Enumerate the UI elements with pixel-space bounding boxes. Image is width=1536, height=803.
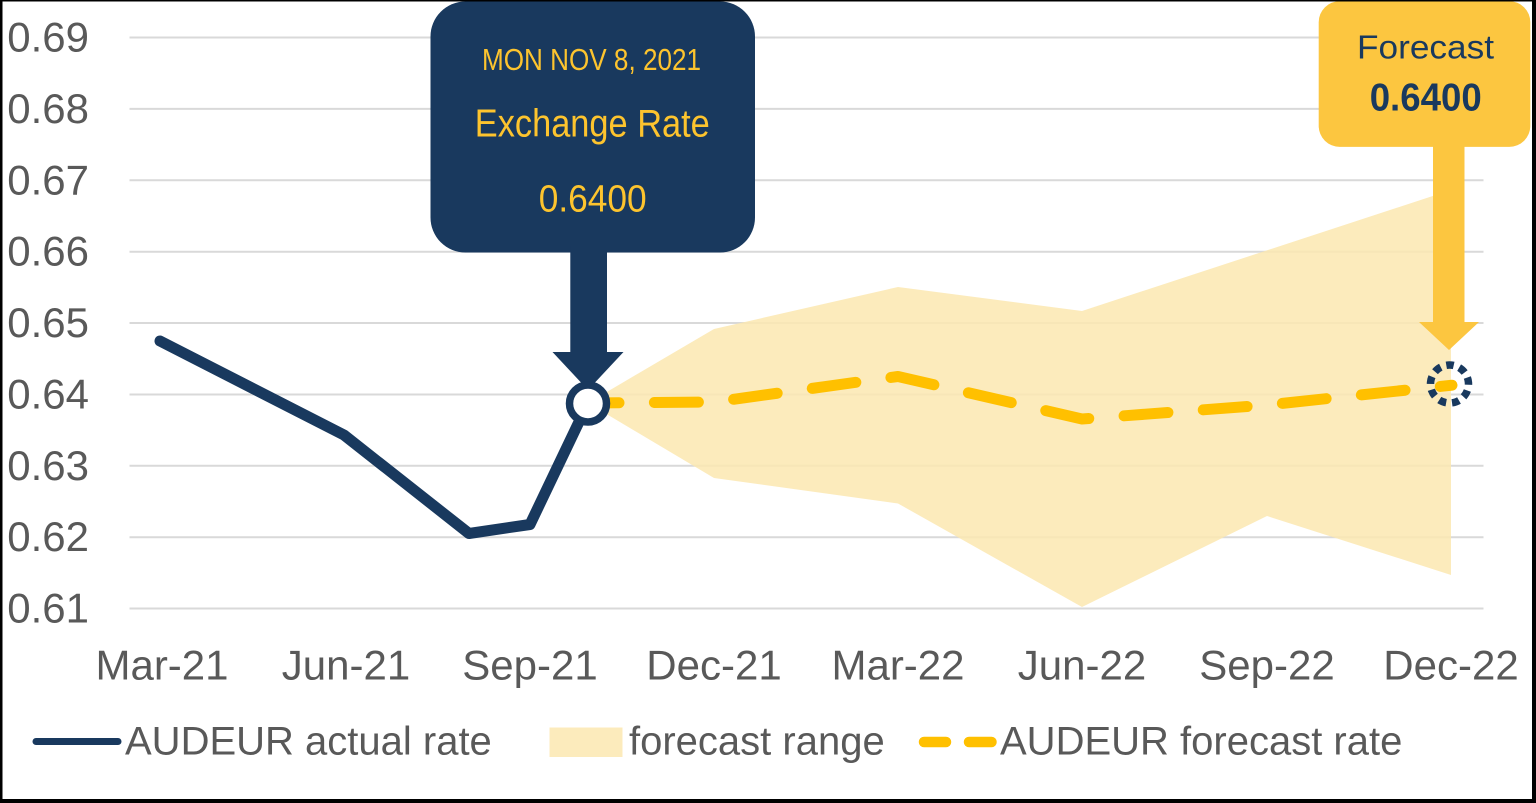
svg-text:AUDEUR forecast rate: AUDEUR forecast rate: [1000, 720, 1402, 764]
svg-text:0.62: 0.62: [7, 513, 89, 560]
svg-text:MON NOV 8, 2021: MON NOV 8, 2021: [482, 42, 701, 77]
svg-text:forecast range: forecast range: [629, 720, 885, 764]
svg-text:Exchange Rate: Exchange Rate: [475, 103, 710, 146]
svg-text:Forecast: Forecast: [1357, 29, 1494, 66]
svg-text:Jun-22: Jun-22: [1018, 642, 1146, 689]
svg-text:0.68: 0.68: [7, 85, 89, 132]
svg-text:0.69: 0.69: [7, 14, 89, 61]
svg-text:Jun-21: Jun-21: [282, 642, 410, 689]
svg-text:0.6400: 0.6400: [539, 179, 647, 221]
svg-text:0.66: 0.66: [7, 228, 89, 275]
svg-text:Sep-21: Sep-21: [462, 642, 597, 689]
svg-text:0.63: 0.63: [7, 442, 89, 489]
svg-text:Dec-22: Dec-22: [1383, 642, 1518, 689]
svg-text:0.64: 0.64: [7, 371, 89, 418]
svg-text:AUDEUR actual rate: AUDEUR actual rate: [125, 720, 492, 764]
svg-text:0.61: 0.61: [7, 585, 89, 632]
svg-text:Dec-21: Dec-21: [646, 642, 781, 689]
svg-text:Mar-22: Mar-22: [831, 642, 964, 689]
svg-text:0.65: 0.65: [7, 299, 89, 346]
svg-text:0.67: 0.67: [7, 156, 89, 203]
svg-text:0.6400: 0.6400: [1370, 76, 1482, 119]
svg-text:Mar-21: Mar-21: [95, 642, 228, 689]
svg-text:Sep-22: Sep-22: [1199, 642, 1334, 689]
